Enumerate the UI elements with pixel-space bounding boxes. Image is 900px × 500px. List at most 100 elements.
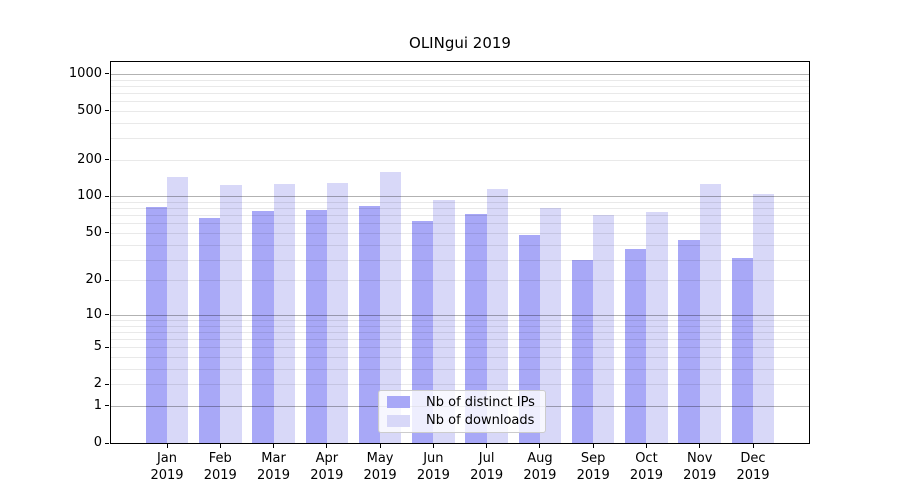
x-tick-mark-jan (166, 444, 168, 448)
x-tick-mark-sep (592, 444, 594, 448)
gridline-minor-20 (111, 280, 809, 282)
x-tick-mark-jun (432, 444, 434, 448)
y-tick-label-50: 50 (85, 224, 102, 240)
bar-distinct-ips-sep (571, 259, 594, 443)
x-tick-label-sep: Sep 2019 (576, 451, 610, 483)
bar-distinct-ips-feb (198, 218, 221, 443)
x-tick-label-apr: Apr 2019 (310, 451, 344, 483)
chart-title: OLINgui 2019 (409, 34, 511, 52)
bar-distinct-ips-mar (252, 210, 274, 443)
gridline-minor-700 (111, 92, 809, 94)
gridline-minor-800 (111, 85, 809, 87)
y-tick-mark-1 (105, 405, 109, 407)
gridline-minor-2 (111, 384, 809, 386)
x-tick-label-dec: Dec 2019 (736, 451, 770, 483)
x-tick-mark-dec (752, 444, 754, 448)
gridline-minor-5 (111, 347, 809, 349)
y-tick-label-20: 20 (85, 272, 102, 288)
legend: Nb of distinct IPs Nb of downloads (378, 390, 546, 433)
bar-downloads-mar (273, 184, 295, 443)
gridline-minor-80 (111, 208, 809, 210)
bar-downloads-nov (699, 183, 722, 443)
bar-downloads-sep (593, 215, 615, 443)
y-tick-mark-100 (105, 195, 109, 197)
x-tick-label-jun: Jun 2019 (416, 451, 450, 483)
gridline-minor-60 (111, 223, 809, 225)
bar-downloads-apr (326, 183, 349, 443)
plot-area: Nb of distinct IPs Nb of downloads (110, 61, 810, 444)
y-tick-label-10: 10 (85, 306, 102, 322)
gridline-minor-70 (111, 215, 809, 217)
bar-distinct-ips-oct (625, 248, 647, 443)
y-tick-label-5: 5 (93, 339, 102, 355)
gridline-minor-500 (111, 110, 809, 112)
y-tick-mark-10 (105, 314, 109, 316)
bar-distinct-ips-may (358, 206, 381, 443)
gridline-minor-50 (111, 232, 809, 234)
x-tick-mark-jul (486, 444, 488, 448)
gridline-minor-3 (111, 368, 809, 370)
gridline-minor-300 (111, 138, 809, 140)
gridline-minor-9 (111, 319, 809, 321)
x-tick-label-aug: Aug 2019 (523, 451, 557, 483)
x-tick-label-oct: Oct 2019 (629, 451, 663, 483)
bar-downloads-dec (753, 194, 775, 443)
legend-item-downloads: Nb of downloads (387, 412, 537, 431)
gridline-minor-8 (111, 325, 809, 327)
y-tick-mark-200 (105, 159, 109, 161)
y-tick-label-2: 2 (93, 376, 102, 392)
x-tick-mark-apr (326, 444, 328, 448)
x-tick-label-feb: Feb 2019 (203, 451, 237, 483)
y-tick-mark-2 (105, 383, 109, 385)
y-tick-label-1: 1 (93, 397, 102, 413)
x-tick-mark-oct (645, 444, 647, 448)
x-tick-label-jul: Jul 2019 (470, 451, 504, 483)
bar-distinct-ips-jun (412, 220, 434, 443)
bar-downloads-may (380, 171, 402, 443)
gridline-minor-600 (111, 101, 809, 103)
legend-label-distinct-ips: Nb of distinct IPs (426, 394, 535, 410)
bar-distinct-ips-jul (465, 213, 487, 443)
y-tick-label-100: 100 (77, 188, 102, 204)
x-tick-label-nov: Nov 2019 (683, 451, 717, 483)
legend-swatch-distinct-ips-icon (387, 396, 410, 409)
y-tick-label-0: 0 (93, 435, 102, 450)
gridline-minor-400 (111, 122, 809, 124)
bar-downloads-feb (220, 184, 242, 443)
legend-item-distinct-ips: Nb of distinct IPs (387, 393, 537, 412)
x-tick-mark-nov (699, 444, 701, 448)
gridline-major-1000 (111, 73, 809, 75)
y-tick-mark-50 (105, 232, 109, 234)
x-tick-mark-feb (219, 444, 221, 448)
y-tick-mark-0 (105, 442, 109, 444)
bar-downloads-jan (167, 177, 189, 443)
bar-downloads-jul (486, 188, 508, 443)
x-tick-mark-may (379, 444, 381, 448)
gridline-minor-90 (111, 202, 809, 203)
bar-downloads-jun (433, 200, 455, 443)
y-tick-label-200: 200 (77, 151, 102, 167)
y-tick-label-500: 500 (77, 102, 102, 118)
gridline-minor-6 (111, 339, 809, 341)
gridline-major-100 (111, 196, 809, 198)
y-tick-mark-1000 (105, 73, 109, 75)
bar-downloads-aug (539, 208, 562, 443)
legend-label-downloads: Nb of downloads (426, 413, 535, 429)
gridline-minor-200 (111, 159, 809, 161)
bar-distinct-ips-apr (305, 209, 327, 443)
gridline-minor-4 (111, 357, 809, 359)
legend-swatch-downloads-icon (387, 414, 410, 427)
y-tick-label-1000: 1000 (68, 65, 102, 81)
bar-distinct-ips-jan (145, 206, 167, 443)
y-tick-mark-500 (105, 110, 109, 112)
gridline-minor-7 (111, 331, 809, 333)
gridline-minor-40 (111, 244, 809, 246)
x-tick-label-jan: Jan 2019 (150, 451, 184, 483)
y-tick-mark-5 (105, 346, 109, 348)
gridline-minor-900 (111, 79, 809, 81)
grid-layer (111, 62, 809, 443)
x-tick-label-may: May 2019 (363, 451, 397, 483)
x-tick-label-mar: Mar 2019 (256, 451, 291, 483)
bar-distinct-ips-dec (731, 257, 753, 443)
